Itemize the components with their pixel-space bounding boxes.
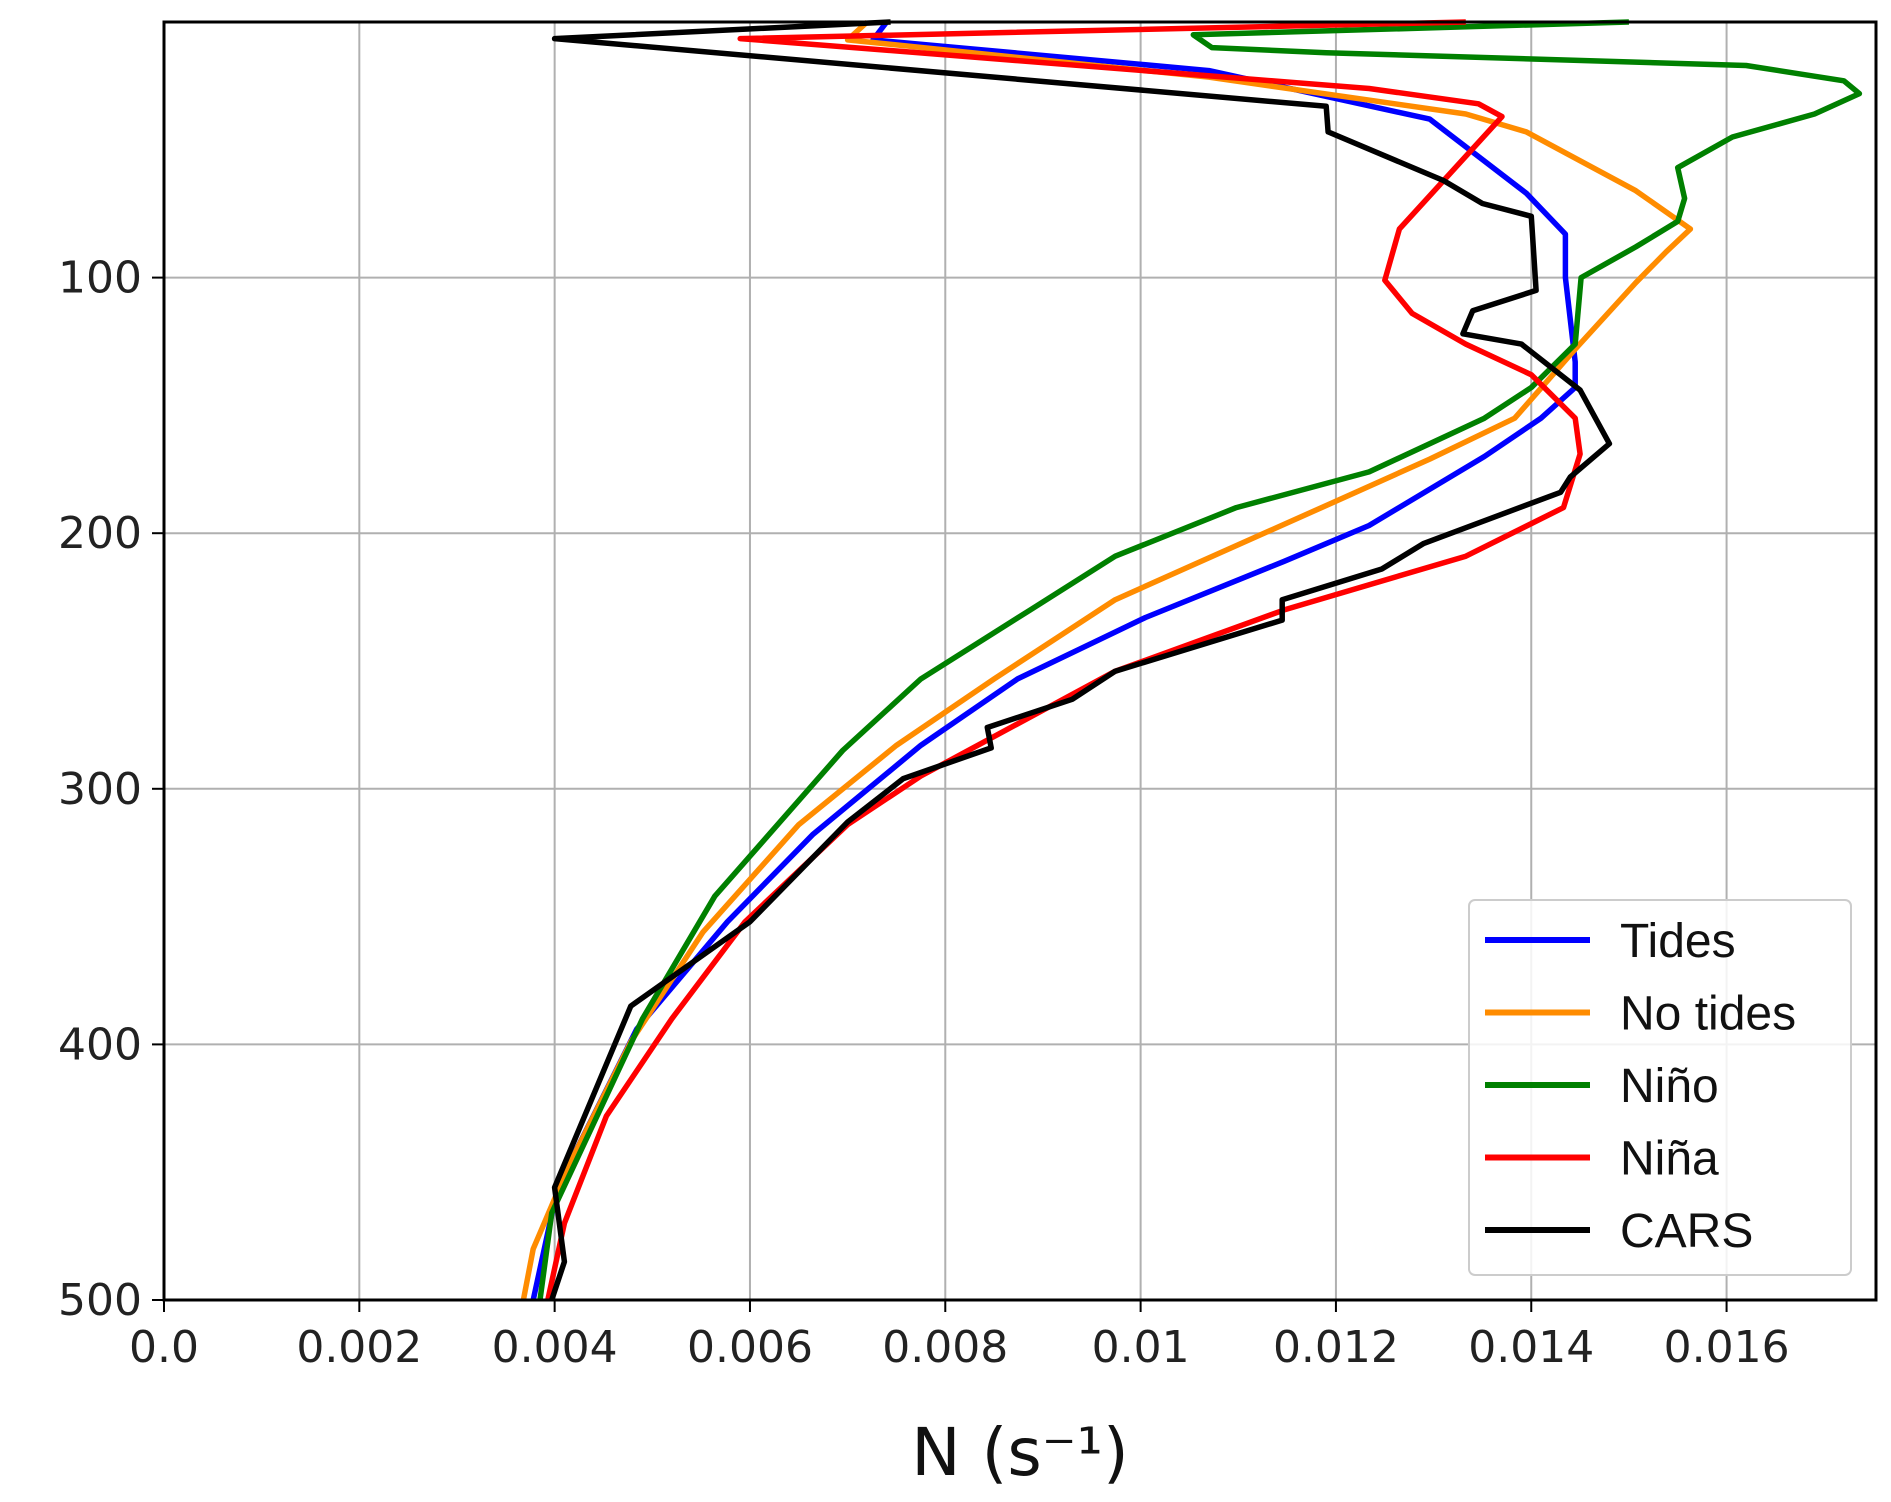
y-tick-label: 200 — [58, 508, 142, 559]
legend-label: Tides — [1620, 915, 1736, 968]
y-axis: 100 200 300 400 500 — [58, 253, 164, 1326]
y-tick-label: 300 — [58, 764, 142, 815]
x-axis: 0.0 0.002 0.004 0.006 0.008 0.01 0.012 0.014 0.0… — [129, 1300, 1790, 1373]
x-tick-label: 0.014 — [1468, 1322, 1594, 1373]
y-tick-label: 500 — [58, 1275, 142, 1326]
x-axis-label: N (s⁻¹) — [911, 1414, 1129, 1491]
y-tick-label: 400 — [58, 1019, 142, 1070]
x-tick-label: 0.006 — [687, 1322, 813, 1373]
legend: Tides No tides Niño Niña CARS — [1468, 899, 1852, 1276]
legend-label: Niño — [1620, 1060, 1719, 1113]
series-line-niño — [537, 19, 1863, 1301]
series-lines — [520, 19, 1863, 1301]
x-tick-label: 0.012 — [1273, 1322, 1399, 1373]
legend-label: CARS — [1620, 1205, 1753, 1258]
x-tick-label: 0.004 — [492, 1322, 618, 1373]
x-tick-label: 0.0 — [129, 1322, 199, 1373]
series-line-tides — [530, 20, 1578, 1301]
legend-label: No tides — [1620, 988, 1796, 1041]
x-tick-label: 0.01 — [1092, 1322, 1190, 1373]
y-tick-label: 100 — [58, 253, 142, 304]
series-line-niña — [545, 19, 1583, 1301]
plot-frame — [162, 20, 1878, 1302]
x-tick-label: 0.002 — [296, 1322, 422, 1373]
legend-label: Niña — [1620, 1133, 1719, 1186]
series-line-cars — [549, 19, 1613, 1301]
x-tick-label: 0.016 — [1664, 1322, 1790, 1373]
legend-box — [1468, 899, 1852, 1276]
x-tick-label: 0.008 — [882, 1322, 1008, 1373]
